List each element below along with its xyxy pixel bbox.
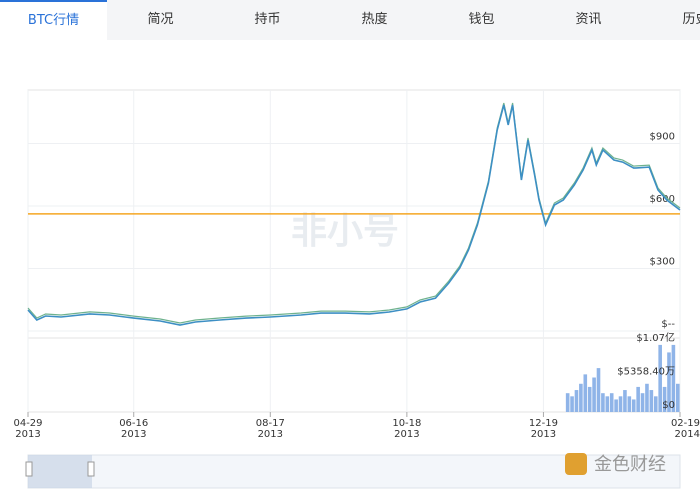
logo-icon	[565, 453, 587, 475]
x-tick-label: 02-19 2014	[670, 418, 700, 440]
x-tick-label: 08-17 2013	[255, 418, 285, 440]
tab-bar: BTC行情 简况 持币 热度 钱包 资讯 历史	[0, 0, 700, 40]
tab[interactable]: 历史	[682, 12, 700, 27]
volume-bar	[667, 352, 671, 412]
volume-bar	[627, 396, 632, 412]
volume-tick-label: $1.07亿	[636, 331, 675, 344]
volume-tick-label: $0	[662, 400, 675, 411]
volume-bar	[614, 399, 618, 412]
volume-bar	[649, 390, 654, 412]
navigator-window[interactable]	[28, 455, 92, 488]
volume-tick-label: $5358.40万	[617, 366, 675, 377]
y-tick-label: $900	[650, 132, 675, 143]
navigator-handle[interactable]	[87, 461, 95, 477]
volume-bar	[623, 390, 627, 412]
volume-bar	[636, 386, 640, 412]
volume-bar	[609, 393, 614, 412]
volume-bar	[579, 383, 583, 412]
y-tick-label: $300	[650, 257, 675, 268]
x-tick-label: 12-19 2013	[528, 418, 558, 440]
tab[interactable]: BTC行情	[0, 0, 107, 40]
volume-bar	[596, 368, 601, 412]
tab[interactable]: 资讯	[575, 12, 602, 27]
tab[interactable]: 简况	[147, 12, 174, 27]
x-tick-label: 06-16 2013	[119, 418, 149, 440]
volume-bar	[583, 374, 588, 412]
volume-bar	[675, 383, 680, 412]
volume-bar	[658, 344, 662, 412]
tab[interactable]: 持币	[254, 12, 281, 27]
watermark: 金色财经	[594, 454, 666, 475]
volume-bar	[671, 344, 676, 412]
tab[interactable]: 钱包	[468, 12, 495, 27]
y-tick-label: $--	[661, 319, 675, 330]
volume-bar	[631, 399, 636, 412]
volume-bar	[601, 393, 605, 412]
x-tick-label: 10-18 2013	[392, 418, 422, 440]
volume-bar	[574, 390, 579, 412]
x-tick-label: 04-29 2013	[13, 418, 43, 440]
price-line	[27, 104, 681, 326]
volume-bar	[605, 396, 610, 412]
tab[interactable]: 热度	[361, 12, 388, 27]
watermark: 非小号	[291, 211, 399, 252]
volume-bar	[587, 386, 592, 412]
volume-bar	[592, 377, 596, 412]
volume-bar	[570, 396, 574, 412]
volume-bar	[645, 383, 649, 412]
volume-bar	[640, 393, 645, 412]
volume-bar	[653, 396, 658, 412]
volume-bar	[565, 393, 570, 412]
y-tick-label: $600	[650, 194, 675, 205]
volume-bar	[618, 396, 623, 412]
volume-bar	[662, 386, 667, 412]
navigator-handle[interactable]	[25, 461, 33, 477]
